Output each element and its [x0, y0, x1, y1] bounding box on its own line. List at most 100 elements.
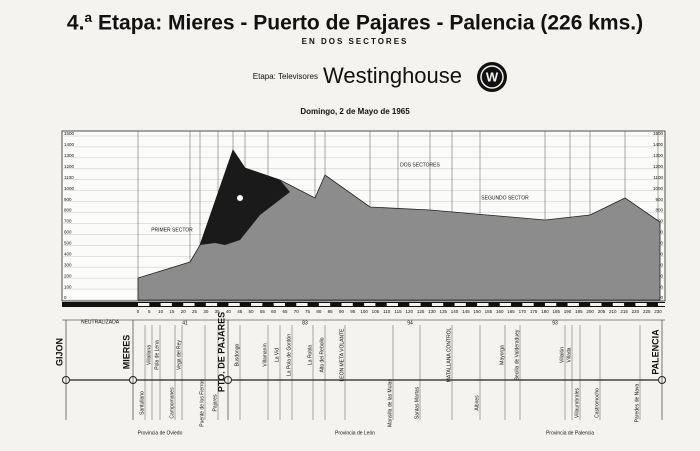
km-label: 155: [485, 309, 493, 314]
sector-km: 83: [302, 320, 308, 326]
climb-area: [200, 150, 290, 245]
minor-town: Mansilla de las Mulas: [387, 379, 393, 427]
km-segment: [273, 303, 285, 306]
altitude-label: 300: [64, 262, 72, 267]
km-label: 45: [237, 309, 243, 314]
km-segment: [431, 303, 444, 306]
km-label: 35: [215, 309, 221, 314]
minor-town: La Pola de Gordón: [286, 334, 292, 376]
minor-town: Villalón: [559, 347, 565, 363]
km-label: 50: [249, 309, 255, 314]
minor-town: Campomanes: [169, 387, 175, 419]
km-label: 170: [519, 309, 527, 314]
km-segment: [590, 303, 602, 306]
km-label: 125: [417, 309, 425, 314]
altitude-label: 400: [64, 251, 72, 256]
minor-town: Becilla de Valderaduey: [514, 329, 520, 380]
summit-marker: [237, 195, 243, 201]
date: Domingo, 2 de Mayo de 1965: [300, 107, 410, 116]
km-label: 230: [654, 309, 662, 314]
km-label: 15: [169, 309, 175, 314]
km-label: 0: [137, 309, 140, 314]
logo-letter: W: [486, 69, 499, 84]
major-town: PALENCIA: [650, 329, 660, 375]
km-segment: [522, 303, 534, 306]
minor-town: Villamanín: [262, 343, 268, 366]
minor-town: Busdongo: [234, 344, 240, 367]
km-segment: [183, 303, 195, 306]
major-town: MIERES: [121, 335, 131, 370]
km-label: 220: [632, 309, 640, 314]
altitude-label: 900: [655, 197, 663, 202]
altitude-label: 1200: [64, 164, 75, 169]
label: PRIMER SECTOR: [151, 227, 193, 233]
altitude-label: 0: [660, 295, 663, 300]
km-segment: [296, 303, 308, 306]
altitude-label: 1100: [64, 175, 74, 180]
minor-town: Paredes de Nava: [634, 383, 640, 422]
km-segment: [499, 303, 512, 306]
km-label: 5: [148, 309, 151, 314]
sponsor-prefix: Etapa: Televisores: [253, 72, 318, 81]
km-label: 105: [372, 309, 380, 314]
km-segment: [612, 303, 625, 306]
minor-town: LEON META VOLANTE: [339, 328, 345, 382]
km-label: 85: [328, 309, 334, 314]
sector-km: 94: [407, 320, 413, 326]
label: SEGUNDO SECTOR: [481, 195, 529, 201]
km-label: 205: [598, 309, 606, 314]
altitude-label: 500: [64, 241, 72, 246]
sponsor: Westinghouse: [323, 63, 462, 88]
km-segment: [635, 303, 647, 306]
altitude-label: 1100: [653, 175, 663, 180]
km-segment: [658, 303, 670, 306]
km-label: 185: [553, 309, 561, 314]
altitude-label: 0: [64, 295, 67, 300]
minor-town: Mayorga: [499, 345, 505, 365]
minor-town: Santullano: [139, 391, 145, 415]
altitude-label: 700: [655, 219, 663, 224]
km-label: 115: [394, 309, 402, 314]
km-label: 110: [383, 309, 391, 314]
label: DOS SECTORES: [400, 162, 440, 168]
km-label: 195: [575, 309, 583, 314]
minor-town: Vega del Rey: [176, 340, 182, 370]
minor-town: Alto del Rebollo: [319, 337, 325, 372]
minor-town: MATALLANA CONTROL: [446, 328, 452, 383]
km-label: 130: [428, 309, 436, 314]
km-segment: [567, 303, 579, 306]
altitude-label: 1400: [64, 142, 75, 147]
altitude-label: 800: [655, 208, 663, 213]
minor-town: Villallana: [146, 345, 152, 365]
sector-km: 41: [182, 320, 188, 326]
minor-town: Puente de los Fierros: [199, 379, 205, 427]
altitude-label: 200: [64, 273, 72, 278]
altitude-label: 1000: [64, 186, 75, 191]
km-segment: [138, 303, 150, 306]
minor-town: La Vid: [274, 348, 280, 362]
km-label: 180: [541, 309, 549, 314]
province: Provincia de León: [335, 430, 375, 436]
province: Provincia de Oviedo: [138, 430, 183, 436]
km-segment: [205, 303, 218, 306]
altitude-label: 900: [64, 197, 72, 202]
altitude-label: 100: [64, 284, 72, 289]
km-bar: [62, 302, 665, 307]
km-label: 60: [271, 309, 277, 314]
km-label: 55: [260, 309, 266, 314]
km-label: 210: [609, 309, 617, 314]
km-label: 90: [339, 309, 345, 314]
minor-town: Albires: [474, 395, 480, 411]
km-label: 160: [496, 309, 504, 314]
km-segment: [544, 303, 557, 306]
km-label: 200: [586, 309, 594, 314]
km-segment: [341, 303, 353, 306]
minor-town: Villada: [566, 347, 572, 362]
km-label: 140: [451, 309, 459, 314]
minor-town: Pola de Lena: [154, 340, 160, 370]
km-segment: [318, 303, 331, 306]
km-label: 95: [350, 309, 356, 314]
km-label: 215: [620, 309, 628, 314]
altitude-label: 800: [64, 208, 72, 213]
minor-town: La Robla: [307, 345, 313, 365]
